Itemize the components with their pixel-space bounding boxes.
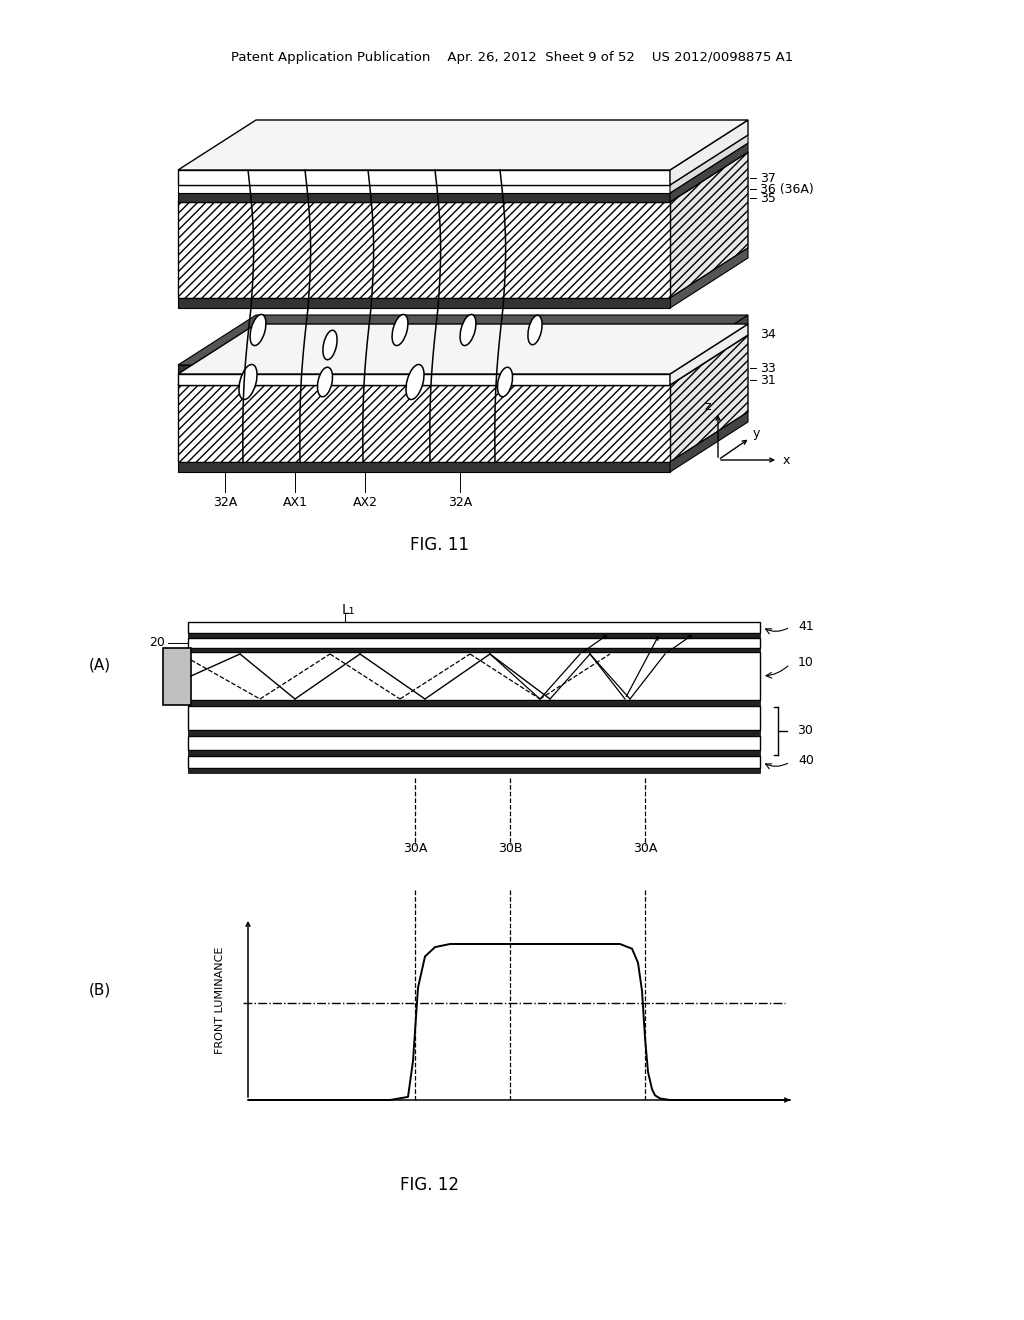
Text: Patent Application Publication    Apr. 26, 2012  Sheet 9 of 52    US 2012/009887: Patent Application Publication Apr. 26, … — [230, 51, 794, 65]
Polygon shape — [188, 730, 760, 737]
Text: 30A: 30A — [402, 842, 427, 854]
Text: 30A: 30A — [633, 842, 657, 854]
Text: 32A: 32A — [447, 495, 472, 508]
Text: 37: 37 — [760, 172, 776, 185]
Text: y: y — [753, 428, 760, 441]
Text: 20: 20 — [150, 636, 165, 649]
Text: 40: 40 — [798, 755, 814, 767]
Polygon shape — [670, 335, 748, 462]
Polygon shape — [178, 315, 748, 366]
Text: (A): (A) — [89, 657, 111, 672]
Polygon shape — [188, 652, 760, 700]
Polygon shape — [178, 298, 670, 308]
Ellipse shape — [392, 314, 408, 346]
Polygon shape — [178, 170, 670, 185]
Polygon shape — [670, 152, 748, 298]
Ellipse shape — [239, 364, 257, 400]
Polygon shape — [188, 700, 760, 706]
Ellipse shape — [317, 367, 333, 397]
Text: 36 (36A): 36 (36A) — [760, 182, 814, 195]
Ellipse shape — [250, 314, 266, 346]
Polygon shape — [670, 135, 748, 193]
Polygon shape — [188, 756, 760, 768]
Text: FIG. 11: FIG. 11 — [411, 536, 469, 554]
Text: 134A: 134A — [367, 141, 399, 154]
Polygon shape — [670, 248, 748, 308]
Polygon shape — [670, 120, 748, 185]
Text: 10: 10 — [798, 656, 814, 669]
Text: 33: 33 — [760, 362, 776, 375]
Text: 134B: 134B — [294, 141, 326, 154]
Text: AX1: AX1 — [283, 495, 307, 508]
Ellipse shape — [323, 330, 337, 360]
Text: L₁: L₁ — [342, 603, 355, 616]
Text: 134A: 134A — [237, 141, 269, 154]
Polygon shape — [188, 622, 760, 634]
Polygon shape — [670, 315, 748, 374]
Text: 134B: 134B — [431, 141, 463, 154]
Text: FRONT LUMINANCE: FRONT LUMINANCE — [215, 946, 225, 1053]
Polygon shape — [178, 462, 670, 473]
Polygon shape — [178, 193, 670, 202]
Text: AX2: AX2 — [352, 495, 378, 508]
Text: (B): (B) — [89, 982, 112, 998]
Polygon shape — [670, 143, 748, 202]
Polygon shape — [178, 202, 670, 298]
Polygon shape — [178, 323, 748, 374]
Polygon shape — [188, 768, 760, 774]
Polygon shape — [178, 385, 670, 462]
Text: 41: 41 — [798, 619, 814, 632]
Text: 32A: 32A — [213, 495, 238, 508]
Polygon shape — [178, 120, 748, 170]
Polygon shape — [188, 648, 760, 652]
Text: 30: 30 — [797, 725, 813, 738]
Text: x: x — [782, 454, 790, 466]
Text: 34: 34 — [760, 329, 776, 342]
Polygon shape — [188, 706, 760, 730]
Ellipse shape — [406, 364, 424, 400]
Text: FIG. 12: FIG. 12 — [400, 1176, 460, 1195]
Polygon shape — [163, 648, 191, 705]
Polygon shape — [188, 634, 760, 638]
Polygon shape — [178, 185, 670, 193]
Text: 35: 35 — [760, 191, 776, 205]
Text: 31: 31 — [760, 374, 776, 387]
Ellipse shape — [460, 314, 476, 346]
Polygon shape — [178, 374, 670, 385]
Polygon shape — [178, 335, 748, 385]
Text: 30B: 30B — [498, 842, 522, 854]
Polygon shape — [178, 366, 670, 374]
Polygon shape — [670, 323, 748, 385]
Ellipse shape — [498, 367, 513, 397]
Polygon shape — [188, 750, 760, 756]
Polygon shape — [670, 412, 748, 473]
Polygon shape — [178, 143, 748, 193]
Text: z: z — [705, 400, 712, 412]
Polygon shape — [178, 152, 748, 202]
Polygon shape — [188, 737, 760, 750]
Ellipse shape — [528, 315, 542, 345]
Polygon shape — [188, 638, 760, 648]
